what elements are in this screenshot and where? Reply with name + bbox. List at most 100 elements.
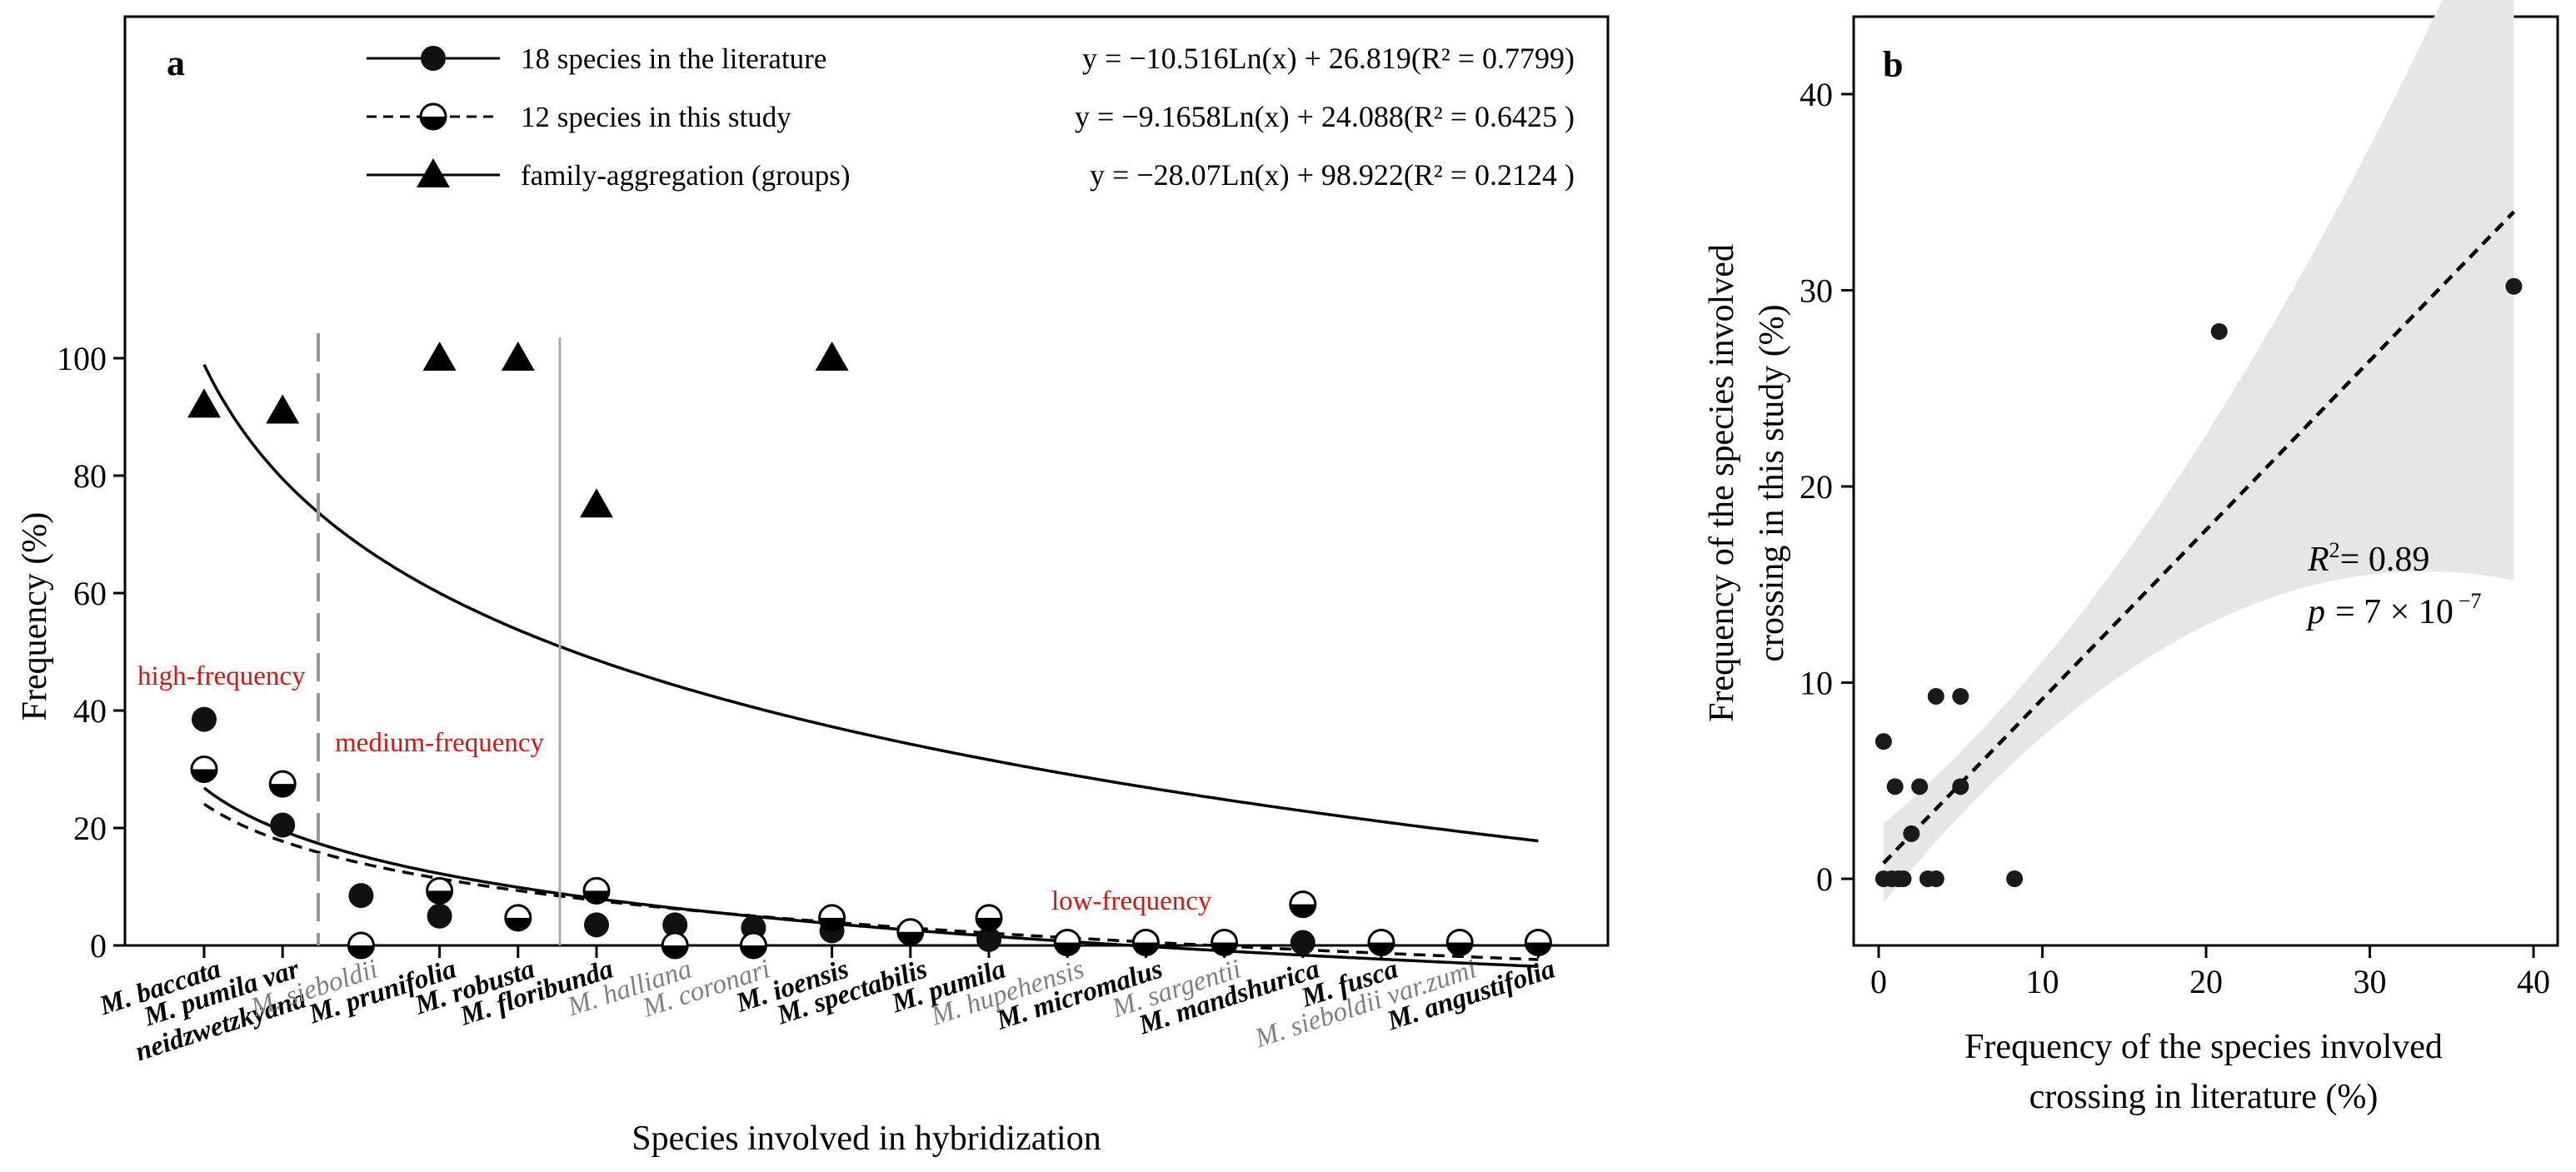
x-tick-label-b: 20	[2189, 963, 2223, 1000]
p-symbol: p	[2305, 593, 2325, 631]
point-b	[2006, 870, 2024, 887]
point-literature	[348, 883, 374, 909]
p-exponent: −7	[2459, 589, 2482, 613]
point-literature	[1290, 930, 1315, 955]
y-tick-label-b: 30	[1800, 272, 1833, 310]
legend-marker-family	[417, 158, 450, 187]
y-tick-label-a: 0	[90, 927, 107, 965]
point-study	[504, 904, 532, 932]
x-tick-label-b: 10	[2026, 963, 2059, 1000]
point-b	[2505, 277, 2523, 295]
legend-a: 18 species in the literature y = −10.516…	[367, 42, 1575, 192]
fit-curve-study	[203, 802, 1539, 961]
point-study	[1524, 928, 1552, 956]
r2-symbol: R	[2307, 541, 2329, 579]
fit-curve-literature	[202, 786, 1539, 968]
x-axis-title-b-line1: Frequency of the species involved	[1964, 1028, 2443, 1066]
point-study	[739, 931, 767, 960]
points-b	[1875, 277, 2523, 887]
point-family	[580, 488, 613, 518]
point-study	[1289, 890, 1317, 919]
point-study	[1211, 928, 1239, 956]
point-b	[1927, 687, 1944, 705]
panel-a-frame	[123, 15, 1610, 947]
point-study	[1445, 928, 1474, 956]
y-tick-label-a: 20	[73, 810, 107, 847]
fit-b	[1882, 0, 2516, 903]
panel-b-label: b	[1883, 44, 1903, 85]
point-study	[818, 904, 846, 932]
point-family	[422, 342, 457, 371]
point-literature	[662, 912, 688, 938]
y-tick-label-b: 10	[1800, 665, 1833, 702]
r2-annotation: R2= 0.89 p = 7 × 10 −7	[2305, 538, 2482, 631]
fit-curves-a	[202, 363, 1539, 968]
confidence-band	[1883, 0, 2514, 903]
label-high-frequency: high-frequency	[137, 661, 306, 691]
point-literature	[427, 903, 452, 929]
panel-a-label: a	[167, 42, 185, 83]
point-study	[268, 770, 297, 798]
legend-label-literature: 18 species in the literature	[521, 42, 826, 75]
x-axis-title-b-line2: crossing in literature (%)	[2029, 1078, 2379, 1116]
point-study	[1367, 928, 1395, 956]
point-b	[1895, 870, 1912, 887]
point-study	[190, 756, 218, 783]
x-axis-title-a: Species involved in hybridization	[632, 1120, 1101, 1158]
point-study	[1131, 928, 1160, 956]
point-study	[426, 876, 454, 905]
axis-b: 0 10 20 30 40 0 10 20 30 40	[1800, 76, 2550, 1000]
equation-family: y = −28.07Ln(x) + 98.922(R² = 0.2124 )	[1090, 158, 1575, 192]
point-b	[1875, 733, 1892, 751]
point-study	[661, 931, 689, 960]
legend-label-family: family-aggregation (groups)	[521, 159, 851, 192]
point-b	[1927, 870, 1944, 887]
y-tick-label-b: 0	[1816, 860, 1833, 898]
point-study	[1053, 928, 1081, 956]
equation-literature: y = −10.516Ln(x) + 26.819(R² = 0.7799)	[1082, 42, 1575, 75]
point-literature	[270, 812, 296, 838]
legend-label-study: 12 species in this study	[521, 101, 791, 133]
point-literature	[584, 912, 609, 938]
point-study	[975, 904, 1003, 932]
point-family	[501, 342, 535, 371]
points-a	[187, 342, 1552, 960]
point-family	[187, 388, 221, 418]
y-axis-title-b-line2: crossing in this study (%)	[1753, 304, 1791, 661]
legend-marker-study	[419, 102, 447, 131]
point-study	[347, 931, 375, 960]
svg-text:R2= 0.89: R2= 0.89	[2307, 538, 2429, 579]
svg-text:p= 7 × 10−7: p = 7 × 10 −7	[2305, 589, 2482, 631]
y-tick-label-b: 40	[1800, 76, 1833, 113]
panel-a: a 18 species in the literature y = −10.5…	[16, 15, 1610, 1158]
fit-line-b	[1882, 210, 2516, 865]
r2-value: = 0.89	[2340, 541, 2430, 579]
y-tick-label-a: 100	[57, 340, 107, 377]
point-b	[2210, 322, 2228, 340]
point-literature	[976, 926, 1001, 952]
y-axis-title-a: Frequency (%)	[16, 512, 54, 721]
point-family	[815, 342, 849, 371]
point-b	[1952, 778, 1969, 795]
label-low-frequency: low-frequency	[1051, 886, 1212, 916]
point-b	[1911, 778, 1929, 795]
x-tick-label-b: 30	[2354, 963, 2387, 1000]
y-tick-label-a: 40	[73, 692, 107, 730]
point-study	[582, 876, 611, 905]
axis-a: 0 20 40 60 80 100	[57, 340, 1540, 965]
point-b	[1903, 825, 1920, 842]
y-tick-label-b: 20	[1800, 468, 1833, 506]
label-medium-frequency: medium-frequency	[335, 728, 545, 758]
equation-study: y = −9.1658Ln(x) + 24.088(R² = 0.6425 )	[1075, 100, 1575, 133]
fit-curve-family	[202, 363, 1539, 843]
x-tick-label-b: 0	[1870, 963, 1887, 1000]
r2-superscript: 2	[2329, 538, 2340, 562]
legend-marker-literature	[421, 46, 446, 71]
point-study	[896, 918, 925, 946]
point-b	[1886, 778, 1904, 795]
p-value: = 7 × 10	[2335, 593, 2454, 631]
point-family	[266, 394, 300, 424]
y-tick-label-a: 80	[73, 457, 107, 495]
y-tick-label-a: 60	[73, 575, 107, 612]
